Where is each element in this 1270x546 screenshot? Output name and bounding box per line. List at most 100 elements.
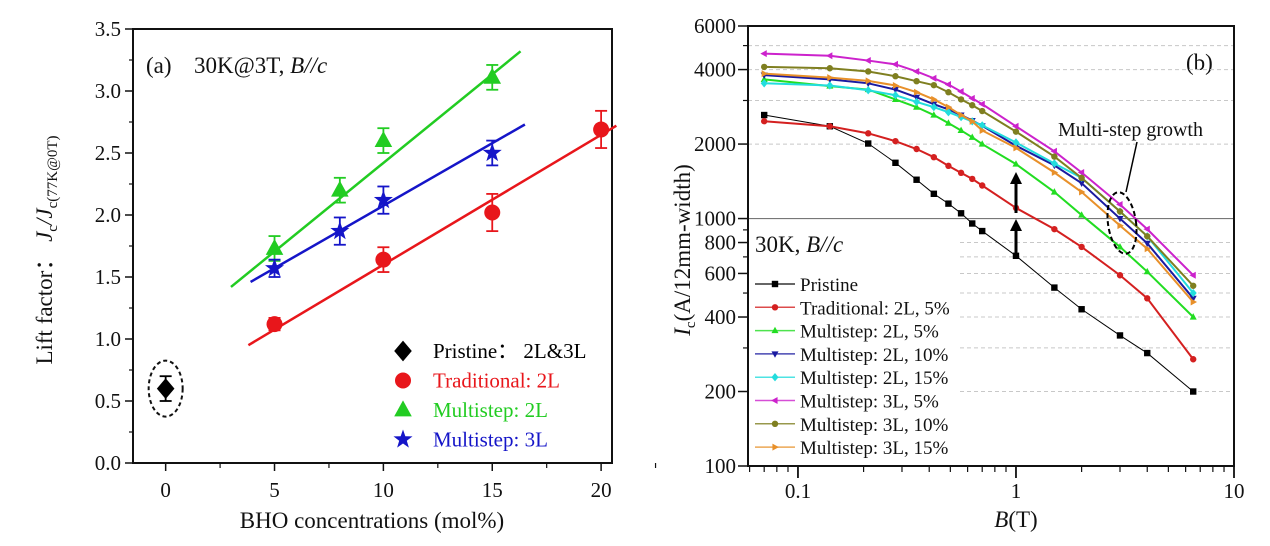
data-point	[1189, 288, 1197, 298]
data-point	[979, 107, 986, 115]
multi-step-callout: Multi-step growth	[1058, 119, 1203, 141]
dashed-ellipse	[147, 359, 184, 418]
y-tick-label-a: 2.5	[95, 141, 121, 165]
data-point	[1051, 225, 1058, 233]
xlabel-b: B	[994, 507, 1008, 532]
data-point	[1078, 243, 1085, 251]
x-tick-label-b: 10	[1224, 479, 1245, 503]
series-line	[764, 120, 1195, 360]
legend-label: Traditional: 2L, 5%	[800, 298, 950, 319]
data-point	[1143, 240, 1151, 248]
y-tick-label-b: 100	[705, 454, 737, 478]
data-point	[373, 190, 393, 209]
legend-label: Multistep: 3L	[433, 428, 548, 452]
data-point	[1116, 332, 1124, 339]
data-point	[1050, 188, 1058, 195]
data-point	[957, 210, 965, 217]
legend-marker	[394, 340, 412, 362]
data-point	[892, 73, 899, 80]
series-b-4	[760, 79, 1197, 298]
panel-b-ylabel: Ic(A/12mm-width)	[670, 164, 699, 337]
data-point	[1144, 349, 1151, 357]
data-point	[1144, 245, 1152, 253]
data-point	[375, 251, 392, 268]
series-a-3	[249, 123, 526, 284]
xlabel-unit: (T)	[1008, 507, 1037, 532]
data-point	[979, 182, 986, 189]
data-point	[484, 204, 501, 221]
legend-label: Pristine： 2L&3L	[433, 339, 586, 363]
data-point	[1078, 180, 1086, 188]
data-point	[1190, 282, 1197, 289]
data-point	[930, 153, 938, 161]
data-point	[892, 81, 900, 89]
y-tick-label-b: 6000	[694, 14, 736, 38]
data-point	[958, 111, 965, 119]
y-tick-label-a: 2.0	[95, 203, 121, 227]
series-line	[764, 72, 1194, 303]
data-point	[979, 227, 986, 235]
y-tick-label-a: 3.0	[95, 79, 121, 103]
legend-marker	[771, 280, 779, 288]
panel-a-annotation: 30K@3T, B//c	[194, 53, 327, 78]
data-point	[265, 238, 284, 255]
legend-marker	[395, 372, 411, 389]
data-point	[1012, 160, 1020, 167]
data-point	[1190, 298, 1198, 306]
data-point	[825, 52, 833, 60]
data-point	[761, 70, 769, 78]
panel-a-annotation-text: 30K@3T,	[194, 53, 290, 78]
panel-a-annotation-italic: B//c	[290, 53, 327, 78]
legend-label: Traditional: 2L	[433, 369, 560, 393]
data-point	[1012, 138, 1020, 147]
x-tick-label-a: 10	[373, 478, 394, 502]
data-point	[944, 81, 951, 89]
panel-a-ylabel: Lift factor： Jc/Jc(77K@0T)	[32, 135, 61, 364]
y-tick-label-a: 1.0	[95, 327, 121, 351]
panel-a-xlabel: BHO concentrations (mol%)	[240, 508, 504, 533]
x-tick-label-b: 0.1	[785, 479, 811, 503]
legend-marker	[771, 304, 779, 311]
data-point	[1012, 252, 1020, 260]
data-point	[945, 162, 952, 170]
data-point	[760, 50, 767, 58]
data-point	[892, 137, 899, 145]
panel-b-annotation-italic: B//c	[806, 232, 843, 257]
series-b-3	[760, 72, 1197, 303]
x-tick-label-a: 0	[160, 478, 171, 502]
data-point	[969, 175, 976, 183]
arrow-up-icon	[1010, 172, 1022, 184]
panel-a: (a) 30K@3T, B//c BHO concentrations (mol…	[32, 17, 657, 533]
data-point	[1116, 272, 1124, 279]
data-point	[1189, 295, 1197, 303]
data-point	[265, 258, 285, 277]
data-point	[331, 180, 349, 197]
data-point	[864, 57, 871, 65]
data-point	[979, 126, 987, 134]
data-point	[827, 74, 834, 82]
data-point	[1050, 159, 1058, 168]
data-point	[1116, 215, 1124, 223]
data-point	[1051, 284, 1058, 291]
ylabel-i: I	[670, 327, 695, 337]
data-point	[593, 121, 610, 138]
series-b-6	[760, 63, 1197, 289]
panel-b-annotation-text: 30K,	[755, 232, 806, 257]
series-a-2	[230, 50, 522, 288]
panel-b-annotation: 30K, B//c	[755, 232, 843, 257]
y-tick-label-b: 600	[705, 261, 737, 285]
data-point	[266, 316, 283, 333]
data-point	[913, 97, 921, 107]
data-point	[1116, 200, 1123, 208]
data-point	[913, 145, 920, 153]
data-point	[1189, 271, 1196, 279]
legend-label: Multistep: 2L	[433, 398, 548, 422]
legend-label: Multistep: 3L, 10%	[800, 415, 948, 436]
y-tick-label-b: 4000	[694, 58, 736, 82]
data-point	[930, 74, 937, 82]
data-point	[914, 88, 921, 96]
data-point	[1012, 128, 1020, 135]
y-tick-label-a: 1.5	[95, 265, 121, 289]
data-point	[760, 118, 768, 125]
